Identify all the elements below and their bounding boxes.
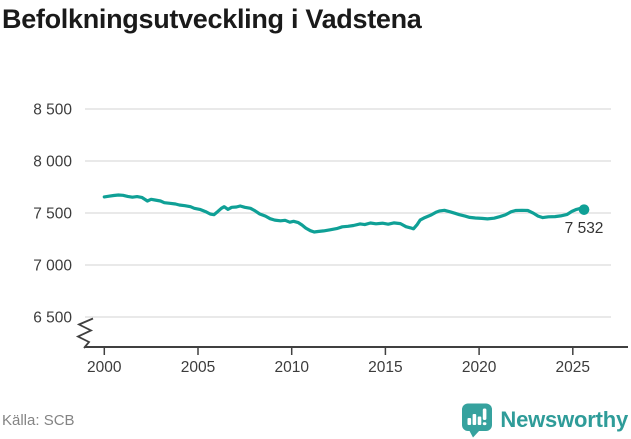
x-tick-label: 2020	[462, 359, 497, 376]
newsworthy-logo: Newsworthy	[461, 402, 628, 438]
population-line	[102, 193, 586, 234]
y-tick-label: 7 500	[33, 206, 72, 223]
x-tick-label: 2010	[274, 359, 309, 376]
axis-break-icon	[75, 317, 94, 349]
x-tick-label: 2000	[87, 359, 122, 376]
population-series: 7 532	[102, 193, 604, 237]
x-axis-ticks	[103, 348, 574, 355]
x-tick-label: 2025	[556, 359, 590, 376]
x-tick-label: 2005	[181, 359, 215, 376]
x-axis-labels: 2000 2005 2010 2015 2020 2025	[87, 359, 590, 376]
y-axis-labels: 6 500 7 000 7 500 8 000 8 500	[33, 102, 72, 327]
x-tick-label: 2015	[368, 359, 402, 376]
y-tick-label: 8 000	[33, 154, 72, 171]
newsworthy-wordmark: Newsworthy	[500, 407, 628, 432]
page-title: Befolkningsutveckling i Vadstena	[2, 4, 422, 34]
gridlines	[85, 108, 611, 318]
end-point-dot	[578, 204, 590, 215]
source-note: Källa: SCB	[2, 412, 75, 429]
newsworthy-logo-icon	[462, 403, 493, 438]
end-point-label: 7 532	[565, 220, 604, 237]
y-tick-label: 8 500	[33, 102, 72, 119]
y-tick-label: 6 500	[33, 310, 72, 327]
y-tick-label: 7 000	[33, 258, 72, 275]
